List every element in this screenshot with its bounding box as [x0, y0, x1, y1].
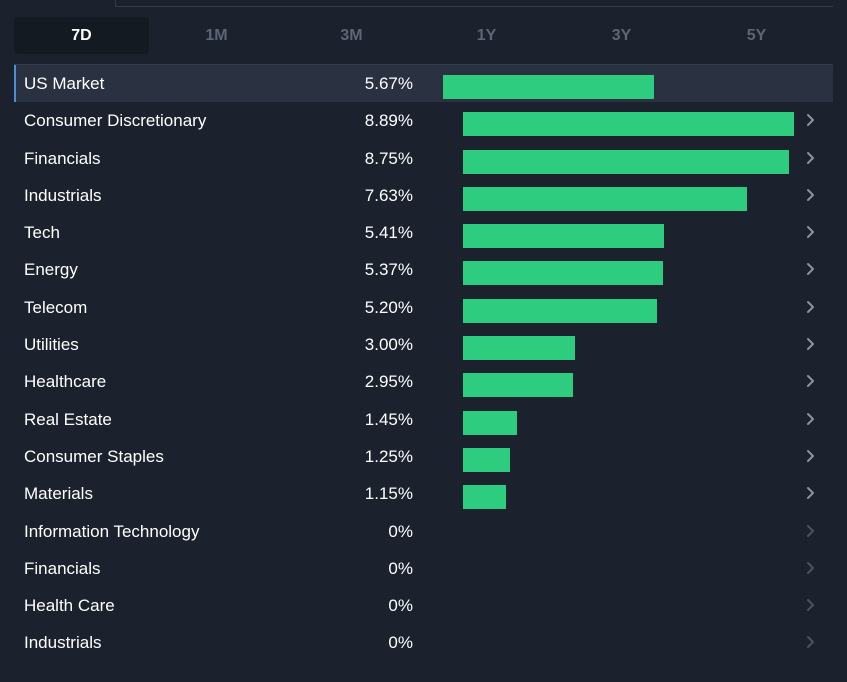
chevron-right-icon — [804, 632, 818, 652]
sector-name: Financials — [24, 558, 101, 578]
sector-name: Energy — [24, 260, 78, 280]
sector-row[interactable]: Real Estate 1.45% — [14, 401, 833, 438]
return-value: 0% — [388, 633, 413, 653]
sector-row[interactable]: Utilities 3.00% — [14, 326, 833, 363]
return-bar — [463, 112, 794, 137]
return-value: 1.25% — [364, 446, 413, 466]
return-bar — [463, 224, 664, 249]
sector-name: Real Estate — [24, 409, 112, 429]
sector-row: Health Care 0% — [14, 587, 833, 624]
period-tab-7d[interactable]: 7D — [14, 17, 149, 54]
return-bar — [443, 75, 654, 99]
sector-row[interactable]: Tech 5.41% — [14, 214, 833, 251]
sector-name: Utilities — [24, 335, 79, 355]
return-bar — [463, 485, 506, 510]
chevron-right-icon[interactable] — [804, 222, 818, 242]
return-value: 7.63% — [364, 185, 413, 205]
market-row: US Market 5.67% — [14, 65, 833, 103]
sector-row: Financials 0% — [14, 550, 833, 587]
sector-name: Tech — [24, 223, 60, 243]
return-bar — [463, 373, 573, 398]
return-value: 1.15% — [364, 484, 413, 504]
chevron-right-icon — [804, 521, 818, 541]
chevron-right-icon[interactable] — [804, 334, 818, 354]
period-tab-1y[interactable]: 1Y — [476, 27, 497, 44]
sector-name: Industrials — [24, 185, 102, 205]
return-value: 1.45% — [364, 409, 413, 429]
chevron-right-icon — [804, 558, 818, 578]
sector-row: Industrials 0% — [14, 624, 833, 661]
return-value: 8.89% — [364, 111, 413, 131]
sector-returns-list: US Market 5.67% Consumer Discretionary 8.89… — [14, 65, 833, 662]
sector-name: Health Care — [24, 596, 115, 616]
chevron-right-icon[interactable] — [804, 483, 818, 503]
chevron-right-icon[interactable] — [804, 409, 818, 429]
return-bar — [463, 261, 663, 286]
sector-name: US Market — [24, 74, 105, 93]
top-tab-outline — [14, 0, 116, 6]
period-selector: 7D 1M 3M 1Y 3Y 5Y — [14, 17, 833, 54]
return-value: 2.95% — [364, 372, 413, 392]
return-value: 5.67% — [364, 74, 413, 93]
return-bar — [463, 447, 510, 472]
period-tab-3m[interactable]: 3M — [340, 27, 363, 44]
period-tab-1m[interactable]: 1M — [205, 27, 228, 44]
sector-row: Information Technology 0% — [14, 513, 833, 550]
chevron-right-icon[interactable] — [804, 148, 818, 168]
top-tab-strip — [0, 0, 847, 7]
sector-row[interactable]: Industrials 7.63% — [14, 177, 833, 214]
sector-row[interactable]: Energy 5.37% — [14, 251, 833, 288]
sector-name: Consumer Discretionary — [24, 111, 207, 131]
sector-name: Financials — [24, 148, 101, 168]
return-value: 0% — [388, 521, 413, 541]
return-bar — [463, 186, 747, 211]
return-value: 5.20% — [364, 297, 413, 317]
sector-name: Industrials — [24, 633, 102, 653]
return-bar — [463, 336, 575, 361]
return-value: 8.75% — [364, 148, 413, 168]
chevron-right-icon[interactable] — [804, 297, 818, 317]
sector-row[interactable]: Telecom 5.20% — [14, 289, 833, 326]
chevron-right-icon[interactable] — [804, 371, 818, 391]
return-value: 0% — [388, 558, 413, 578]
sector-row[interactable]: Financials 8.75% — [14, 140, 833, 177]
return-value: 3.00% — [364, 335, 413, 355]
sector-name: Telecom — [24, 297, 88, 317]
chevron-right-icon — [804, 595, 818, 615]
sector-name: Healthcare — [24, 372, 107, 392]
chevron-right-icon[interactable] — [804, 185, 818, 205]
header-divider — [14, 64, 833, 65]
return-bar — [463, 298, 657, 323]
sector-row[interactable]: Consumer Staples 1.25% — [14, 438, 833, 475]
chevron-right-icon[interactable] — [804, 110, 818, 130]
period-tab-5y[interactable]: 5Y — [746, 27, 767, 44]
return-value: 5.41% — [364, 223, 413, 243]
return-value: 0% — [388, 596, 413, 616]
sector-name: Consumer Staples — [24, 446, 164, 466]
chevron-right-icon[interactable] — [804, 446, 818, 466]
sector-name: Information Technology — [24, 521, 200, 541]
return-bar — [463, 149, 789, 174]
sector-row[interactable]: Healthcare 2.95% — [14, 363, 833, 400]
sector-row[interactable]: Materials 1.15% — [14, 475, 833, 512]
return-value: 5.37% — [364, 260, 413, 280]
period-tab-3y[interactable]: 3Y — [611, 27, 632, 44]
chevron-right-icon[interactable] — [804, 259, 818, 279]
sector-name: Materials — [24, 484, 93, 504]
return-bar — [463, 410, 517, 435]
sector-row[interactable]: Consumer Discretionary 8.89% — [14, 102, 833, 139]
top-tab-line — [115, 6, 833, 7]
